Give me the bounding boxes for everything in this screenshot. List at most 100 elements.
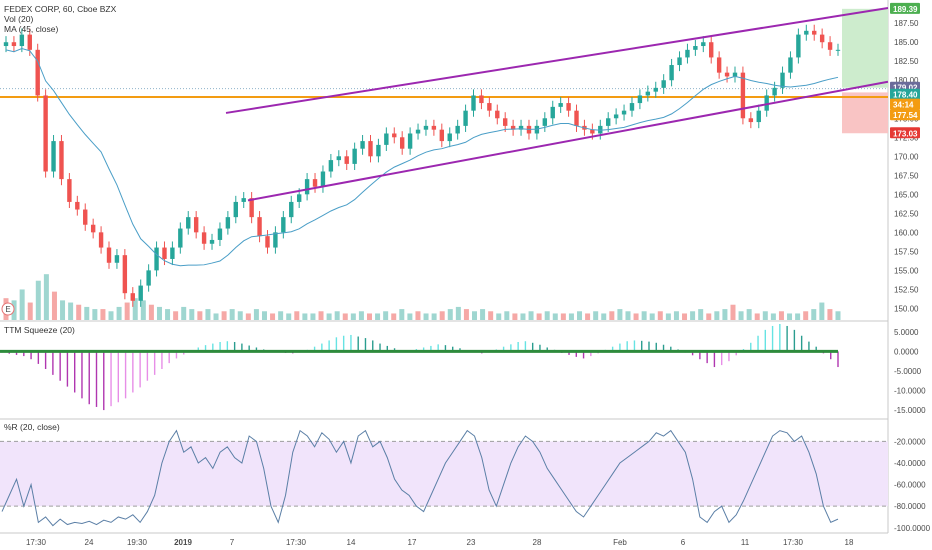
volume-bar	[358, 311, 364, 320]
candle-body	[669, 65, 674, 81]
volume-bar	[455, 306, 461, 320]
candle-body	[75, 201, 80, 210]
volume-bar	[173, 311, 179, 320]
ttm-y-tick: -10.0000	[894, 387, 926, 396]
x-tick-label: 11	[741, 538, 750, 547]
y-tick-label: 180.00	[894, 76, 919, 85]
x-tick-label: 17:30	[26, 538, 47, 547]
volume-bar	[835, 311, 841, 320]
candle-body	[566, 103, 571, 111]
volume-bar	[633, 313, 639, 320]
candle-body	[51, 141, 56, 172]
volume-bar	[27, 302, 33, 320]
volume-bar	[803, 311, 809, 320]
wr-y-tick: -80.0000	[894, 502, 926, 511]
volume-bar	[706, 313, 712, 320]
y-tick-label: 150.00	[894, 304, 919, 313]
x-tick-label: Feb	[613, 538, 627, 547]
candle-body	[503, 118, 508, 126]
volume-bar	[472, 311, 478, 320]
candle-body	[542, 118, 548, 126]
candle-body	[732, 72, 738, 77]
stop-price-tag: 173.03	[893, 129, 918, 138]
volume-bar	[528, 311, 534, 320]
volume-bar	[366, 313, 372, 320]
candle-body	[835, 49, 841, 51]
candle-body	[59, 141, 64, 180]
volume-bar	[294, 311, 300, 320]
candle-body	[748, 118, 754, 123]
x-tick-label: 24	[85, 538, 94, 547]
vol-legend: Vol (20)	[4, 14, 34, 24]
x-tick-label: 2019	[174, 538, 192, 547]
volume-bar	[213, 313, 219, 320]
volume-bar	[375, 313, 381, 320]
candle-body	[558, 103, 563, 107]
candle-body	[415, 129, 421, 134]
candle-body	[455, 125, 460, 134]
candle-body	[510, 125, 516, 130]
volume-bar	[520, 313, 526, 320]
candle-body	[296, 194, 302, 202]
candle-body	[209, 239, 215, 244]
candle-body	[336, 156, 341, 161]
candle-body	[368, 141, 373, 157]
wr-y-tick: -100.0000	[894, 524, 931, 533]
volume-bar	[342, 313, 348, 320]
volume-bar	[827, 309, 833, 320]
volume-bar	[730, 304, 736, 320]
ttm-legend: TTM Squeeze (20)	[4, 325, 75, 335]
volume-bar	[68, 302, 74, 320]
candle-body	[312, 179, 318, 187]
volume-bar	[310, 313, 316, 320]
wr-line	[1, 429, 839, 527]
volume-bar	[601, 313, 607, 320]
volume-bar	[334, 311, 340, 320]
x-tick-label: 6	[681, 538, 686, 547]
volume-bar	[92, 309, 98, 320]
candle-body	[83, 209, 88, 225]
volume-bar	[657, 311, 663, 320]
volume-bar	[245, 313, 251, 320]
candle-body	[19, 34, 25, 47]
y-tick-label: 152.50	[894, 285, 919, 294]
volume-bar	[399, 309, 405, 320]
candle-body	[518, 125, 524, 130]
candle-body	[479, 95, 484, 104]
volume-bar	[237, 311, 243, 320]
candle-body	[629, 103, 635, 111]
x-tick-label: 17:30	[286, 538, 307, 547]
volume-bar	[698, 309, 704, 320]
volume-bar	[488, 311, 494, 320]
volume-bar	[722, 309, 728, 320]
volume-bar	[205, 309, 211, 320]
volume-bar	[617, 309, 623, 320]
candle-body	[613, 114, 619, 119]
volume-bar	[253, 309, 259, 320]
candle-body	[257, 217, 262, 237]
x-tick-label: 14	[347, 538, 356, 547]
candle-body	[106, 247, 112, 263]
volume-bar	[625, 311, 631, 320]
candle-body	[344, 156, 349, 164]
candle-body	[439, 129, 445, 142]
volume-bar	[19, 289, 25, 320]
volume-bar	[795, 313, 801, 320]
candle-body	[90, 224, 96, 233]
candle-body	[98, 232, 104, 248]
candle-body	[352, 148, 357, 164]
candle-body	[677, 57, 682, 66]
volume-bar	[124, 302, 130, 320]
volume-bar	[407, 313, 413, 320]
candle-body	[233, 201, 238, 218]
candle-body	[796, 34, 801, 58]
candle-body	[471, 95, 476, 111]
volume-bar	[439, 311, 445, 320]
candle-body	[399, 137, 405, 149]
volume-bar	[649, 313, 655, 320]
volume-bar	[593, 311, 599, 320]
y-tick-label: 170.00	[894, 152, 919, 161]
current-price-tag-bg	[890, 88, 920, 100]
candle-body	[162, 247, 167, 259]
volume-bar	[463, 309, 469, 320]
